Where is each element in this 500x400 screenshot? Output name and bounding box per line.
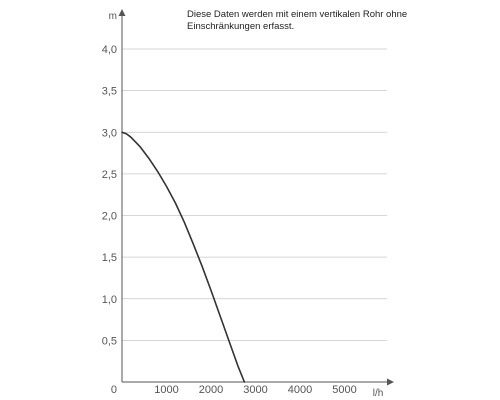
y-tick-label: 3,0	[102, 127, 117, 139]
series-group	[121, 131, 246, 383]
series-line	[121, 131, 246, 383]
grid-lines	[122, 48, 387, 341]
y-axis-arrow	[118, 9, 126, 16]
annotation-line-2: Einschränkungen erfasst.	[187, 21, 295, 32]
x-tick-label: 5000	[332, 384, 356, 396]
annotation-line-1: Diese Daten werden mit einem vertikalen …	[187, 9, 408, 20]
y-axis-unit: m	[109, 11, 117, 22]
y-tick-label: 0,5	[102, 335, 117, 347]
y-tick-label: 1,5	[102, 252, 117, 264]
y-tick-label: 4,0	[102, 44, 117, 56]
x-tick-label: 2000	[199, 384, 223, 396]
x-tick-label: 3000	[243, 384, 267, 396]
x-tick-label: 4000	[288, 384, 312, 396]
x-tick-labels: 0 1000 2000 3000 4000 5000	[111, 384, 357, 396]
y-tick-label: 2,0	[102, 211, 117, 223]
x-tick-label: 0	[111, 384, 117, 396]
x-tick-label: 1000	[154, 384, 178, 396]
axes: m l/h	[109, 9, 394, 399]
x-axis-arrow	[387, 378, 394, 386]
x-axis-unit: l/h	[373, 388, 384, 399]
y-tick-label: 3,5	[102, 86, 117, 98]
y-tick-label: 1,0	[102, 294, 117, 306]
y-tick-label: 2,5	[102, 169, 117, 181]
y-tick-labels: 0,5 1,0 1,5 2,0 2,5 3,0 3,5 4,0	[102, 44, 117, 347]
chart-annotation: Diese Daten werden mit einem vertikalen …	[187, 9, 408, 33]
